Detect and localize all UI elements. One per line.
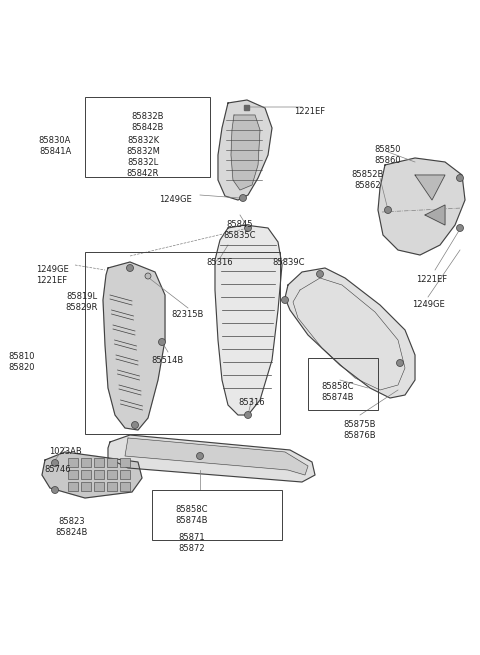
Circle shape	[316, 271, 324, 278]
Circle shape	[196, 453, 204, 460]
Polygon shape	[42, 452, 142, 498]
Bar	[81, 470, 91, 479]
Polygon shape	[103, 262, 165, 430]
Circle shape	[396, 360, 404, 367]
Polygon shape	[425, 205, 445, 225]
Circle shape	[244, 225, 252, 231]
Bar	[81, 458, 91, 467]
Bar	[107, 458, 117, 467]
Polygon shape	[415, 175, 445, 200]
Bar	[94, 458, 104, 467]
Text: 85871
85872: 85871 85872	[179, 533, 205, 553]
Text: 85810
85820: 85810 85820	[9, 352, 35, 372]
Text: 82315B: 82315B	[172, 310, 204, 319]
Polygon shape	[285, 268, 415, 398]
Circle shape	[51, 460, 59, 466]
Text: 85858C
85874B: 85858C 85874B	[176, 505, 208, 525]
Polygon shape	[125, 438, 308, 475]
Polygon shape	[378, 158, 465, 255]
Text: 85316: 85316	[207, 258, 233, 267]
Text: 85845
85835C: 85845 85835C	[224, 220, 256, 240]
Circle shape	[158, 339, 166, 345]
Text: 1249GE: 1249GE	[158, 195, 192, 204]
Text: 1221EF: 1221EF	[294, 107, 325, 116]
Circle shape	[281, 297, 288, 303]
Circle shape	[456, 225, 464, 231]
Bar	[81, 482, 91, 491]
Bar	[68, 470, 78, 479]
Circle shape	[145, 273, 151, 279]
Bar	[243, 105, 249, 109]
Text: 85832B
85842B: 85832B 85842B	[132, 112, 164, 132]
Circle shape	[456, 174, 464, 181]
Text: 1023AB: 1023AB	[48, 447, 82, 456]
Text: 85875B
85876B: 85875B 85876B	[344, 420, 376, 440]
Bar	[68, 458, 78, 467]
Circle shape	[132, 422, 139, 428]
Text: 85316: 85316	[239, 398, 265, 407]
Circle shape	[240, 195, 247, 202]
Bar	[120, 470, 130, 479]
Text: 85746: 85746	[45, 465, 72, 474]
Text: 1221EF: 1221EF	[417, 275, 447, 284]
Bar	[120, 482, 130, 491]
Text: 85514B: 85514B	[152, 356, 184, 365]
Text: 1249GE
1221EF: 1249GE 1221EF	[36, 265, 68, 285]
Circle shape	[51, 487, 59, 493]
Polygon shape	[215, 225, 282, 415]
Bar	[94, 470, 104, 479]
Circle shape	[244, 411, 252, 419]
Polygon shape	[218, 100, 272, 200]
Text: 1249GE: 1249GE	[412, 300, 444, 309]
Text: 85832K
85832M: 85832K 85832M	[126, 136, 160, 156]
Polygon shape	[231, 115, 260, 190]
Bar	[107, 482, 117, 491]
Text: 85823
85824B: 85823 85824B	[56, 517, 88, 537]
Polygon shape	[108, 435, 315, 482]
Text: 85852B
85862: 85852B 85862	[352, 170, 384, 190]
Text: 85858C
85874B: 85858C 85874B	[322, 382, 354, 402]
Bar	[68, 482, 78, 491]
Text: 85839C: 85839C	[273, 258, 305, 267]
Text: 85830A
85841A: 85830A 85841A	[39, 136, 71, 156]
Bar	[120, 458, 130, 467]
Text: 85850
85860: 85850 85860	[375, 145, 401, 165]
Text: 85819L
85829R: 85819L 85829R	[66, 292, 98, 312]
Circle shape	[384, 206, 392, 214]
Circle shape	[127, 265, 133, 272]
Bar	[107, 470, 117, 479]
Bar	[94, 482, 104, 491]
Text: 85832L
85842R: 85832L 85842R	[127, 158, 159, 178]
